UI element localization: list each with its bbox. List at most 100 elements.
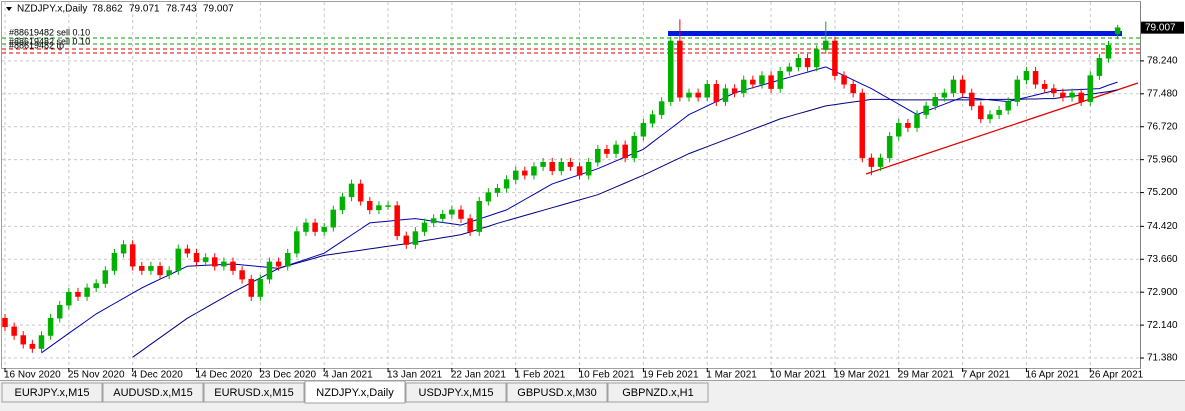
x-tick-label: 23 Dec 2020 [259, 370, 316, 381]
candle-body [996, 110, 1002, 115]
candle-body [257, 278, 264, 297]
candle-body [1078, 92, 1084, 102]
candle-body [476, 200, 482, 232]
candle-body [877, 157, 884, 167]
candle-body [20, 335, 26, 345]
candle-body [157, 265, 163, 276]
candle-body [704, 84, 710, 98]
candle-body [804, 58, 811, 68]
ohlc-low: 78.743 [166, 4, 197, 15]
tab-label[interactable]: USDJPY.x,M15 [419, 387, 494, 399]
candle-body [859, 92, 866, 159]
tab[interactable] [607, 382, 709, 403]
price-axis: 71.380 72.140 72.900 73.660 74.420 75.200 75.9… [4, 2, 1184, 381]
candle-body [512, 170, 519, 180]
candle-body [221, 261, 227, 267]
tab[interactable] [304, 380, 406, 404]
candle-body [886, 136, 893, 159]
candle-body [549, 161, 555, 172]
candle-body [695, 92, 701, 98]
tab[interactable] [203, 382, 305, 403]
candle-body [312, 222, 318, 232]
candle-body [522, 170, 528, 176]
candle-body [330, 209, 337, 228]
candle-body [1096, 58, 1103, 76]
y-tick-label: 72.140 [1147, 320, 1178, 331]
tab-label[interactable]: GBPUSD.x,M30 [517, 387, 596, 399]
candle-body [1105, 45, 1112, 59]
tab-label[interactable]: EURUSD.x,M15 [214, 387, 293, 399]
order-label: #88619482 tp [9, 40, 64, 50]
order-label: #88619482 sell 0.10 [9, 27, 90, 37]
candle-body [595, 149, 601, 163]
candle-body [394, 205, 400, 237]
candle-body [494, 187, 501, 193]
tab[interactable] [102, 382, 204, 403]
candle-body [750, 79, 756, 85]
candle-body [120, 244, 127, 254]
tab[interactable] [506, 382, 608, 403]
menu-triangle[interactable] [6, 7, 12, 11]
tab-label[interactable]: AUDUSD.x,M15 [113, 387, 192, 399]
candle-body [294, 231, 300, 254]
chart-title: NZDJPY.x,Daily [17, 4, 87, 15]
candle-body [978, 105, 984, 120]
candle-body [166, 270, 172, 276]
candle-body [230, 261, 236, 271]
candle-body [339, 196, 346, 211]
candle-body [850, 84, 856, 94]
candle-body [1014, 79, 1021, 102]
x-tick-label: 22 Jan 2021 [451, 370, 506, 381]
candle-body [275, 261, 282, 267]
candle-body [1069, 92, 1075, 98]
candle-body [84, 287, 90, 297]
candle-body [868, 157, 875, 167]
candle-body [795, 58, 802, 68]
moving-average [132, 89, 1118, 358]
candle-body [786, 66, 793, 72]
y-tick-label: 73.660 [1147, 254, 1178, 265]
price-label-box [1141, 21, 1184, 34]
candle-body [585, 161, 592, 176]
candle-body [950, 79, 957, 94]
candle-body [148, 265, 154, 271]
candle-body [412, 231, 419, 245]
candle-body [75, 291, 81, 297]
candle-body [567, 161, 574, 167]
resistance-line [668, 31, 1122, 36]
candle-body [202, 257, 209, 263]
y-tick-label: 72.900 [1147, 287, 1178, 298]
tab-label[interactable]: GBPNZD.x,H1 [622, 387, 694, 399]
tab[interactable] [1, 382, 103, 403]
candle-body [266, 261, 273, 280]
candle-body [129, 244, 136, 267]
candle-body [449, 209, 455, 215]
candle-body [622, 144, 628, 159]
x-tick-label: 4 Dec 2020 [132, 370, 184, 381]
candle-body [503, 179, 510, 189]
candle-body [184, 248, 191, 254]
x-tick-label: 7 Apr 2021 [962, 370, 1011, 381]
candle-body [193, 252, 200, 263]
candle-body [139, 265, 145, 271]
candle-body [987, 114, 993, 120]
tab-label[interactable]: NZDJPY.x,Daily [316, 387, 394, 399]
x-tick-label: 14 Dec 2020 [196, 370, 253, 381]
candle-body [66, 291, 72, 306]
y-tick-label: 76.720 [1147, 121, 1178, 132]
candle-body [430, 218, 437, 224]
candle-body [941, 92, 948, 98]
x-tick-label: 1 Mar 2021 [706, 370, 757, 381]
tab-label[interactable]: EURJPY.x,M15 [15, 387, 90, 399]
tab[interactable] [405, 382, 507, 403]
candle-body [686, 92, 692, 98]
candle-body [38, 335, 45, 349]
x-tick-label: 26 Apr 2021 [1089, 370, 1143, 381]
candle-body [613, 144, 619, 154]
candle-body [658, 101, 665, 115]
candles [2, 19, 1121, 358]
candle-body [1023, 71, 1030, 81]
candle-body [212, 257, 218, 267]
candle-body [540, 161, 546, 167]
